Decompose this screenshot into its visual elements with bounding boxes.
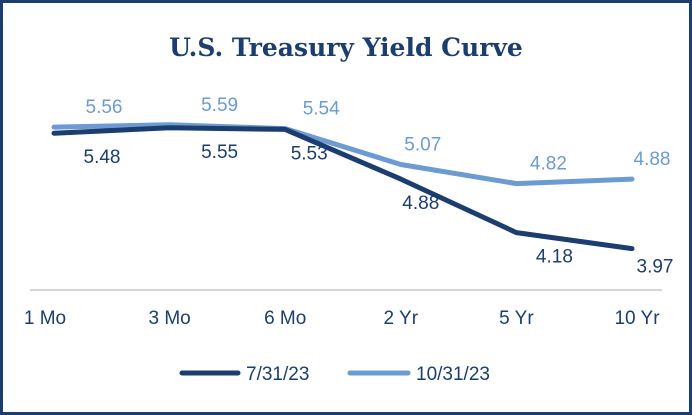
legend-label-2: 10/31/23: [416, 364, 490, 385]
series-line-2: [51, 122, 635, 187]
data-label-s1-4: 4.18: [536, 247, 573, 268]
x-tick-label-5: 10 Yr: [614, 308, 660, 329]
data-label-s1-5: 3.97: [637, 257, 674, 278]
data-label-s2-0: 5.56: [86, 97, 123, 118]
data-labels: 5.48 5.55 5.53 4.88 4.18 3.97 5.56 5.59 5.54 5.07…: [84, 95, 674, 278]
chart-title: U.S. Treasury Yield Curve: [169, 33, 523, 62]
data-label-s1-1: 5.55: [201, 142, 238, 163]
x-tick-label-1: 3 Mo: [148, 308, 190, 329]
data-label-s2-3: 5.07: [404, 135, 441, 156]
legend: 7/31/23 10/31/23: [179, 364, 490, 385]
x-tick-label-2: 6 Mo: [264, 308, 306, 329]
x-tick-labels: 1 Mo 3 Mo 6 Mo 2 Yr 5 Yr 10 Yr: [24, 308, 660, 329]
x-tick-label-0: 1 Mo: [24, 308, 66, 329]
series-line-1: [51, 125, 635, 252]
x-tick-label-3: 2 Yr: [384, 308, 419, 329]
data-label-s2-4: 4.82: [530, 154, 567, 175]
legend-label-1: 7/31/23: [246, 364, 309, 385]
data-label-s2-2: 5.54: [303, 99, 340, 120]
data-label-s2-1: 5.59: [201, 95, 238, 116]
x-tick-label-4: 5 Yr: [499, 308, 534, 329]
series-layer: [51, 122, 635, 252]
data-label-s1-0: 5.48: [84, 147, 121, 168]
data-label-s2-5: 4.88: [634, 149, 671, 170]
data-label-s1-3: 4.88: [402, 193, 439, 214]
data-label-s1-2: 5.53: [291, 143, 328, 164]
